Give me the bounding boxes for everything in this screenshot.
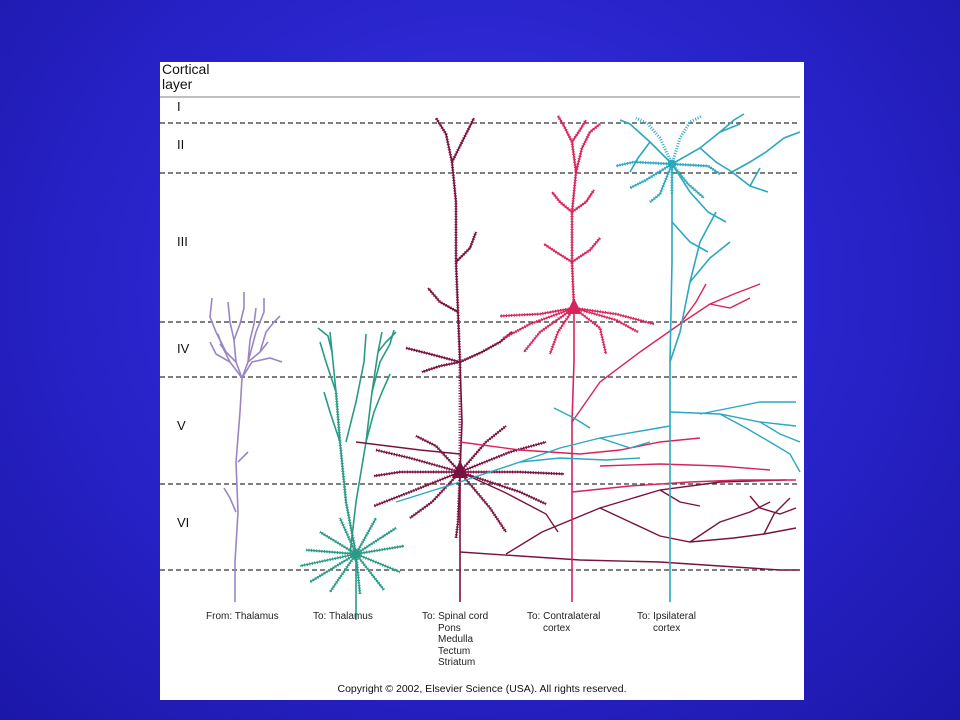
layer-label-ii: II [177, 137, 185, 152]
caption-to-spinal-cord: To: Spinal cord Pons Medulla Tectum Stri… [422, 611, 488, 669]
caption-to-contralateral: To: Contralateral cortex [527, 611, 600, 634]
caption-contralateral-line-2: cortex [543, 622, 571, 634]
title-line-2: layer [162, 76, 193, 92]
layer-label-vi: VI [177, 515, 190, 530]
thalamic-afferent-axon [209, 292, 283, 602]
caption-to-ipsilateral: To: Ipsilateral cortex [637, 611, 696, 634]
title-line-1: Cortical [162, 61, 210, 77]
caption-from-thalamus: From: Thalamus [206, 611, 279, 623]
caption-spinal-line-1: To: Spinal cord [422, 611, 489, 622]
layer-label-v: V [177, 418, 186, 433]
caption-ipsilateral-line-2: cortex [653, 622, 681, 634]
layer-label-iv: IV [177, 341, 190, 356]
copyright-notice: Copyright © 2002, Elsevier Science (USA)… [337, 683, 627, 695]
caption-spinal-line-5: Striatum [438, 657, 476, 668]
caption-to-thalamus: To: Thalamus [313, 611, 373, 623]
layer-boundaries [160, 96, 800, 571]
caption-to-thalamus-line-1: To: Thalamus [313, 611, 373, 622]
caption-from-thalamus-line-1: From: Thalamus [206, 611, 279, 622]
layer-label-i: I [177, 99, 181, 114]
ipsilateral-projection-neuron [395, 113, 801, 602]
caption-spinal-line-4: Tectum [438, 645, 471, 657]
caption-contralateral-line-1: To: Contralateral [527, 611, 601, 622]
layer-label-iii: III [177, 234, 188, 249]
corticothalamic-neuron [299, 327, 405, 620]
caption-ipsilateral-line-1: To: Ipsilateral [637, 611, 696, 622]
neuron-diagram [160, 96, 801, 620]
diagram-panel: Cortical layer I II III IV V VI [160, 62, 804, 700]
subcortical-projection-neuron [355, 117, 800, 602]
caption-spinal-line-2: Pons [438, 622, 461, 634]
diagram-title: Cortical layer [162, 62, 209, 92]
caption-spinal-line-3: Medulla [438, 634, 474, 645]
contralateral-projection-neuron [459, 115, 796, 602]
